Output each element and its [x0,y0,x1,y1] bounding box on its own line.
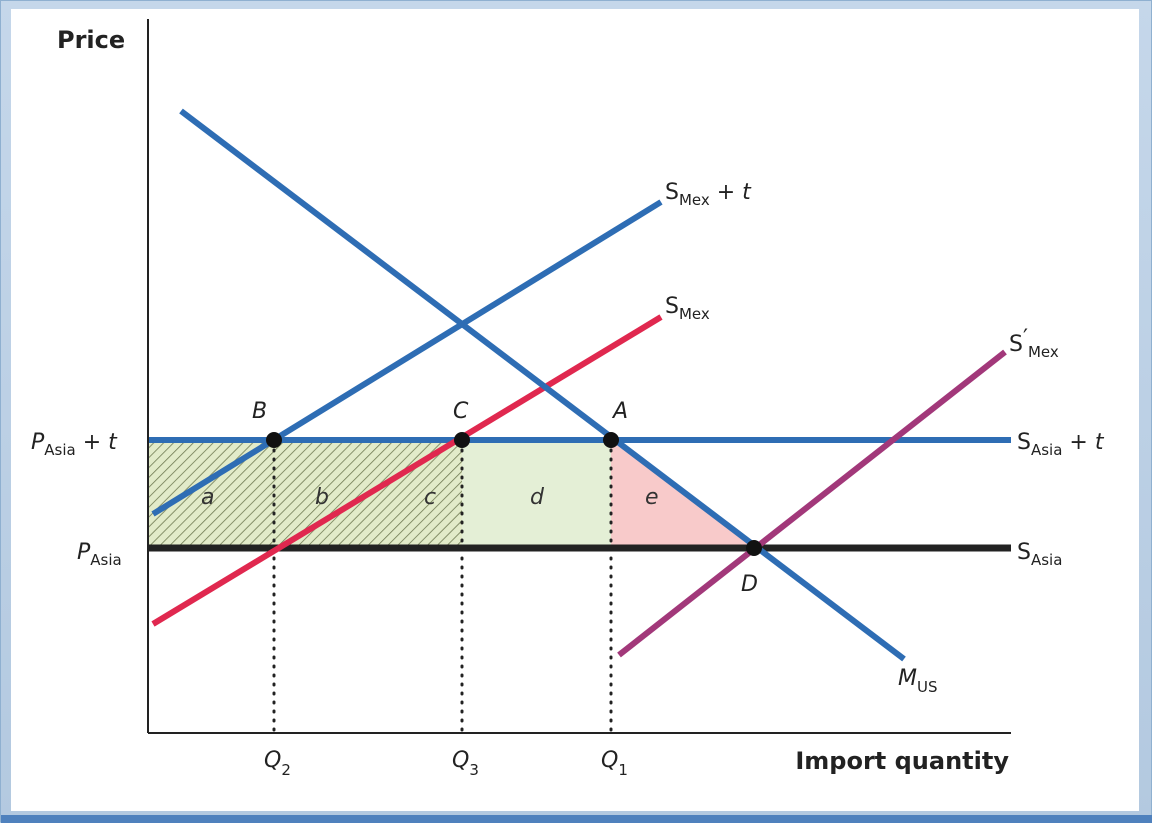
point-b-dot [266,432,282,448]
bottom-border-strip [1,815,1152,823]
m-us-line [179,108,906,662]
curve-label-s-mex-t: SMex + t [665,180,752,209]
point-c-dot [454,432,470,448]
s-mex-prime-line [617,349,1007,658]
area-label-e: e [645,485,659,510]
s-mex-line [151,314,663,627]
area-label-b: b [315,485,329,510]
curve-label-m-us: MUS [898,666,938,696]
area-d [462,440,611,548]
point-label-a: A [611,399,628,424]
curve-label-s-asia: SAsia [1017,540,1062,569]
point-label-c: C [453,399,469,424]
point-label-d: D [741,572,758,597]
quantity-label-q1: Q1 [601,748,628,779]
y-axis-title: Price [57,26,125,54]
area-label-c: c [424,485,436,510]
point-label-b: B [252,399,267,424]
curve-label-s-asia-t: SAsia + t [1017,430,1105,459]
x-axis-title: Import quantity [795,747,1009,775]
area-label-d: d [530,485,545,510]
curve-label-s-mex-prime: S′Mex [1009,326,1059,361]
curve-label-s-mex: SMex [665,294,710,323]
point-a-dot [603,432,619,448]
quantity-label-q3: Q3 [452,748,479,779]
quantity-label-q2: Q2 [264,748,291,779]
point-d-dot [746,540,762,556]
s-mex-t-line [151,199,663,517]
price-label-p-asia: PAsia [77,540,122,569]
area-label-a: a [201,485,214,510]
price-label-p-asia-t: PAsia + t [31,430,118,459]
